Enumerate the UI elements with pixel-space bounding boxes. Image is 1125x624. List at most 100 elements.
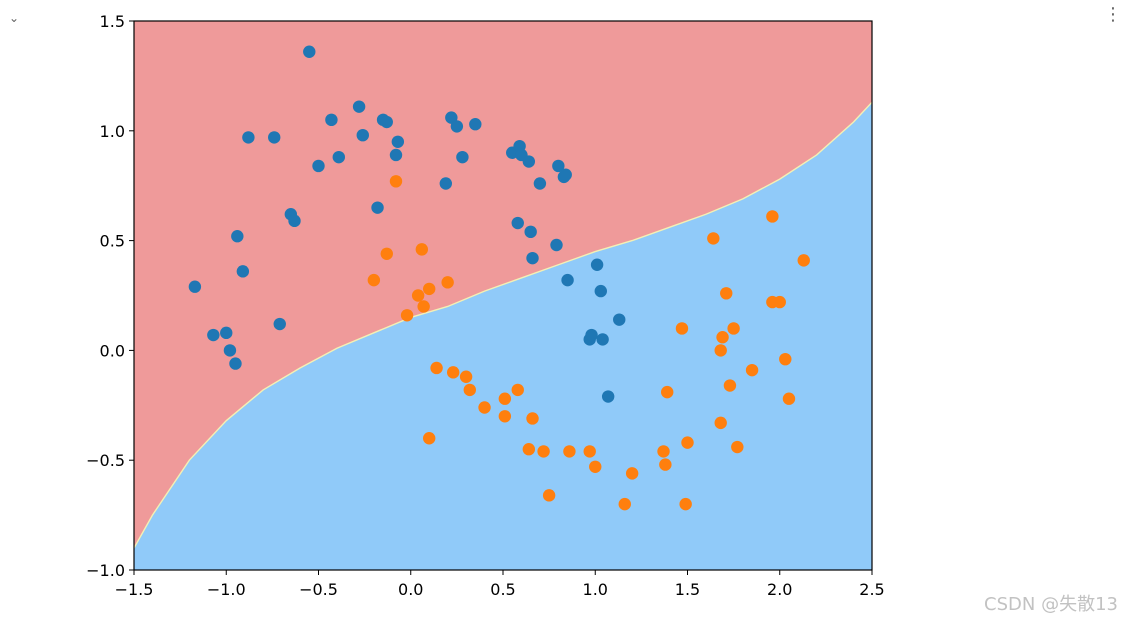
data-point-class-1: [714, 416, 727, 430]
data-point-class-1: [542, 489, 556, 502]
data-point-class-0: [188, 280, 202, 293]
data-point-class-1: [707, 232, 720, 245]
data-point-class-0: [456, 150, 469, 164]
data-point-class-0: [601, 390, 615, 403]
data-point-class-1: [430, 361, 443, 375]
data-point-class-1: [681, 436, 694, 449]
data-point-class-1: [797, 254, 810, 267]
data-point-class-0: [511, 216, 524, 230]
x-tick-label: 1.5: [675, 580, 700, 599]
data-point-class-0: [242, 131, 255, 144]
data-point-class-0: [207, 328, 220, 342]
data-point-class-0: [380, 115, 393, 129]
data-point-class-1: [583, 445, 596, 458]
more-vertical-icon[interactable]: ⋮: [1104, 4, 1122, 25]
data-point-class-1: [563, 445, 576, 458]
decision-boundary-line: [134, 101, 872, 549]
watermark-text: CSDN @失散13: [984, 594, 1118, 615]
data-point-class-0: [325, 113, 338, 127]
data-point-class-1: [720, 287, 733, 300]
data-point-class-1: [441, 276, 454, 289]
data-point-class-1: [411, 289, 425, 302]
x-tick-label: 0.5: [490, 580, 515, 599]
data-point-class-0: [450, 120, 464, 133]
y-tick-label: −1.0: [86, 561, 125, 580]
data-point-class-0: [391, 135, 405, 148]
data-point-class-1: [716, 331, 729, 344]
y-tick-label: 0.5: [100, 232, 125, 251]
data-point-class-1: [498, 392, 512, 405]
data-point-class-1: [380, 247, 393, 260]
y-tick-label: 1.0: [100, 122, 125, 141]
data-point-class-0: [526, 251, 539, 265]
data-point-class-1: [731, 440, 744, 454]
x-tick-label: 1.0: [583, 580, 608, 599]
data-point-class-0: [356, 128, 369, 142]
data-point-class-0: [594, 284, 607, 298]
x-tick-label: −1.0: [207, 580, 246, 599]
data-point-class-1: [675, 322, 689, 335]
data-point-class-1: [522, 443, 536, 456]
data-point-class-0: [469, 118, 482, 131]
data-point-class-0: [522, 155, 536, 168]
data-point-class-1: [589, 460, 602, 473]
data-point-class-1: [423, 282, 436, 296]
data-point-class-1: [618, 497, 631, 511]
data-point-class-1: [498, 410, 512, 423]
x-axis: −1.5 −1.0 −0.5 0.0 0.5 1.0 1.5 2.0 2.5: [115, 570, 885, 599]
data-point-class-1: [679, 497, 692, 511]
data-point-class-0: [439, 177, 453, 190]
region-class-1: [134, 102, 872, 570]
data-point-class-1: [714, 344, 727, 357]
data-point-class-1: [727, 322, 740, 335]
data-point-class-1: [782, 392, 796, 405]
data-point-class-1: [537, 445, 550, 458]
data-point-class-0: [303, 45, 316, 58]
data-point-class-1: [423, 432, 436, 445]
data-point-class-0: [352, 100, 366, 113]
data-point-class-0: [613, 313, 626, 326]
data-point-class-1: [766, 210, 779, 223]
data-point-class-0: [231, 230, 244, 243]
data-point-class-1: [659, 458, 672, 471]
data-point-class-1: [625, 467, 639, 480]
data-point-class-1: [389, 175, 403, 188]
data-point-class-0: [596, 333, 609, 346]
y-tick-label: −0.5: [86, 451, 125, 470]
data-point-class-0: [268, 131, 281, 144]
data-point-class-1: [367, 273, 381, 287]
data-points: [188, 45, 810, 511]
data-point-class-0: [524, 225, 537, 239]
data-point-class-1: [723, 379, 737, 392]
data-point-class-1: [511, 383, 524, 397]
data-point-class-1: [417, 300, 430, 313]
data-point-class-0: [223, 344, 237, 357]
data-point-class-1: [463, 383, 476, 397]
data-point-class-0: [585, 328, 598, 342]
y-tick-label: 0.0: [100, 341, 125, 360]
data-point-class-1: [773, 295, 786, 309]
data-point-class-1: [661, 385, 674, 399]
x-tick-label: 2.0: [767, 580, 792, 599]
data-point-class-0: [533, 177, 547, 190]
y-tick-label: 1.5: [100, 12, 125, 31]
data-point-class-0: [273, 317, 286, 331]
x-tick-label: −1.5: [115, 580, 154, 599]
data-point-class-0: [229, 357, 242, 370]
data-point-class-1: [779, 352, 792, 366]
x-tick-label: 0.0: [398, 580, 423, 599]
data-point-class-1: [459, 370, 473, 383]
data-point-class-1: [478, 401, 491, 414]
x-tick-label: 2.5: [859, 580, 884, 599]
data-point-class-0: [288, 214, 301, 228]
data-point-class-0: [332, 150, 345, 164]
data-point-class-0: [550, 238, 563, 252]
data-point-class-1: [446, 366, 460, 379]
data-point-class-1: [745, 363, 759, 377]
data-point-class-0: [371, 201, 384, 214]
data-point-class-0: [236, 265, 250, 278]
chevron-down-icon[interactable]: ⌄: [8, 11, 20, 25]
decision-regions: [134, 21, 872, 570]
data-point-class-1: [400, 309, 414, 322]
data-point-class-0: [559, 168, 572, 181]
